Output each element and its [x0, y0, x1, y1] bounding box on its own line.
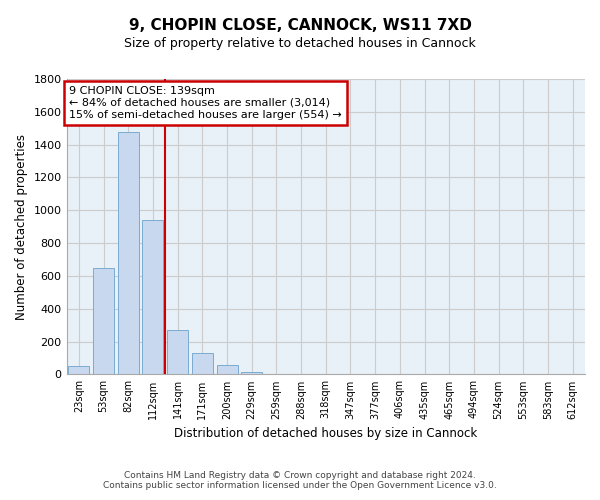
- Bar: [192, 353, 213, 374]
- Text: 9, CHOPIN CLOSE, CANNOCK, WS11 7XD: 9, CHOPIN CLOSE, CANNOCK, WS11 7XD: [128, 18, 472, 32]
- Bar: [142, 220, 163, 374]
- Bar: [241, 372, 262, 374]
- Bar: [93, 268, 114, 374]
- Text: 9 CHOPIN CLOSE: 139sqm
← 84% of detached houses are smaller (3,014)
15% of semi-: 9 CHOPIN CLOSE: 139sqm ← 84% of detached…: [69, 86, 342, 120]
- Bar: [118, 132, 139, 374]
- X-axis label: Distribution of detached houses by size in Cannock: Distribution of detached houses by size …: [174, 427, 478, 440]
- Y-axis label: Number of detached properties: Number of detached properties: [15, 134, 28, 320]
- Text: Size of property relative to detached houses in Cannock: Size of property relative to detached ho…: [124, 38, 476, 51]
- Bar: [167, 330, 188, 374]
- Text: Contains HM Land Registry data © Crown copyright and database right 2024.
Contai: Contains HM Land Registry data © Crown c…: [103, 470, 497, 490]
- Bar: [217, 364, 238, 374]
- Bar: [68, 366, 89, 374]
